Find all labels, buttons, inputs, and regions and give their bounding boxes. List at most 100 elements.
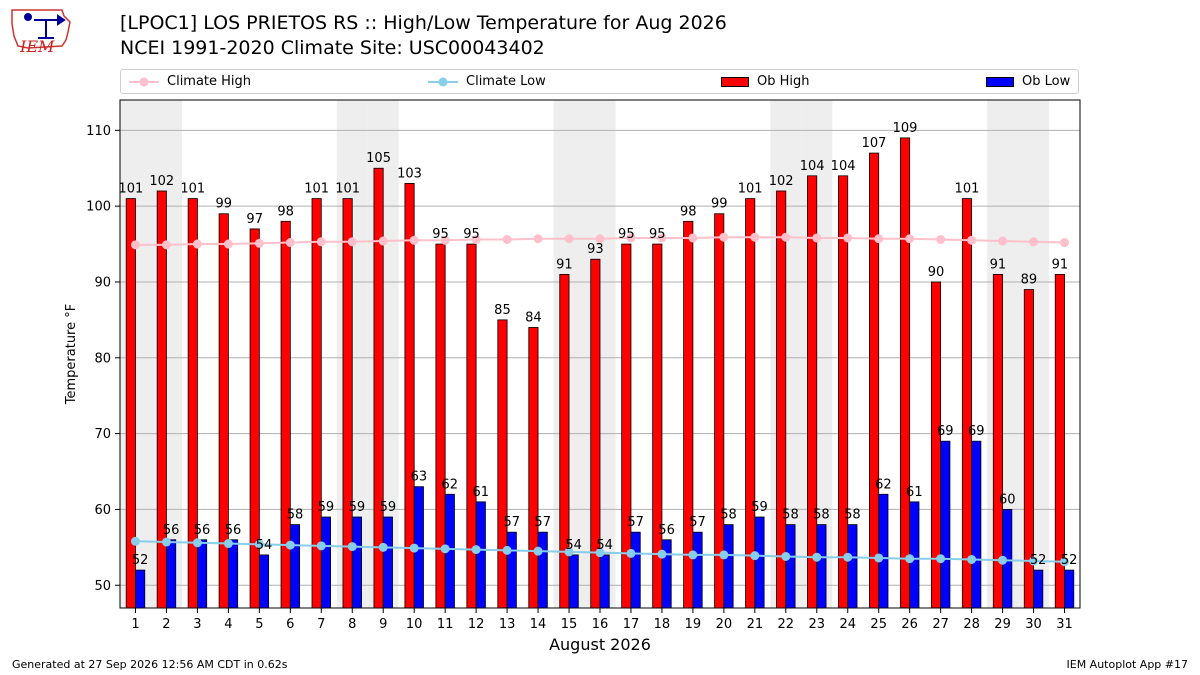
xtick-label-27: 27 [932, 617, 949, 632]
climate-low-point-12 [471, 545, 481, 555]
legend-label-climate-low: Climate Low [466, 74, 546, 89]
xtick-label-24: 24 [839, 617, 856, 632]
xtick-label-28: 28 [963, 617, 980, 632]
ob-high-label-12: 95 [463, 227, 480, 242]
ob-low-bar-9 [382, 516, 393, 609]
ob-low-label-30: 52 [1030, 553, 1047, 568]
xtick-label-30: 30 [1025, 617, 1042, 632]
climate-high-point-25 [874, 234, 884, 244]
ytick-label-90: 90 [94, 275, 111, 290]
ob-high-bar-22 [776, 190, 787, 609]
climate-high-point-13 [502, 235, 512, 245]
xtick-label-11: 11 [437, 617, 454, 632]
ob-high-bar-26 [899, 137, 911, 609]
ob-low-label-31: 52 [1061, 553, 1078, 568]
climate-high-point-24 [843, 233, 853, 243]
legend-item-ob-low: Ob Low [986, 74, 1070, 89]
ob-low-label-29: 60 [999, 492, 1016, 507]
ob-low-bar-2 [166, 539, 177, 609]
climate-low-point-23 [812, 552, 822, 562]
climate-low-point-2 [161, 537, 171, 547]
climate-high-point-29 [998, 236, 1008, 246]
iem-logo: IEM [11, 9, 71, 56]
climate-high-point-10 [409, 235, 419, 245]
climate-high-point-12 [471, 235, 481, 245]
climate-low-point-27 [936, 554, 946, 564]
ob-high-label-20: 99 [711, 197, 728, 212]
climate-low-point-29 [998, 555, 1008, 565]
ob-low-bar-21 [754, 516, 765, 609]
ob-high-label-16: 93 [587, 242, 604, 257]
ob-low-bar-17 [630, 531, 641, 609]
ob-low-label-19: 57 [689, 515, 706, 530]
legend-label-climate-high: Climate High [167, 74, 252, 89]
ob-low-label-23: 58 [813, 508, 830, 523]
ob-high-label-31: 91 [1052, 257, 1069, 272]
climate-high-point-5 [254, 238, 264, 248]
ob-low-label-11: 62 [442, 477, 459, 492]
ob-high-swatch [721, 76, 749, 87]
climate-lines [130, 232, 1070, 567]
legend-item-climate-high: Climate High [129, 74, 251, 89]
ob-low-label-22: 58 [782, 508, 799, 523]
chart-subtitle: NCEI 1991-2020 Climate Site: USC00043402 [120, 37, 545, 59]
climate-high-point-23 [812, 233, 822, 243]
ob-low-bar-12 [475, 501, 486, 609]
ob-high-label-7: 101 [304, 182, 329, 197]
climate-low-point-21 [750, 551, 760, 561]
climate-high-point-21 [750, 232, 760, 242]
ob-high-label-11: 95 [432, 227, 449, 242]
ob-low-label-1: 52 [132, 553, 149, 568]
ob-low-label-8: 59 [349, 500, 366, 515]
ob-high-label-25: 107 [862, 136, 887, 151]
ob-high-label-24: 104 [831, 159, 856, 174]
ytick-label-110: 110 [86, 124, 111, 139]
xtick-label-1: 1 [131, 617, 139, 632]
climate-low-point-22 [781, 551, 791, 561]
ob-low-bar-14 [537, 531, 548, 609]
xtick-label-13: 13 [499, 617, 516, 632]
ytick-label-70: 70 [94, 427, 111, 442]
climate-low-point-10 [409, 543, 419, 553]
ob-high-label-29: 91 [990, 257, 1007, 272]
ob-high-label-15: 91 [556, 257, 573, 272]
climate-high-point-31 [1060, 238, 1070, 248]
ob-low-swatch [986, 76, 1014, 87]
ob-high-label-10: 103 [397, 166, 422, 181]
legend-label-ob-high: Ob High [757, 74, 810, 89]
ob-high-bar-4 [218, 213, 229, 609]
climate-low-point-26 [905, 554, 915, 564]
climate-high-point-30 [1029, 237, 1039, 247]
ob-low-bar-27 [940, 440, 951, 609]
climate-high-point-2 [161, 240, 171, 250]
ob-high-label-9: 105 [366, 151, 391, 166]
legend-item-climate-low: Climate Low [428, 74, 546, 89]
climate-low-point-4 [223, 539, 233, 549]
x-axis-label: August 2026 [549, 635, 651, 654]
ob-high-label-18: 95 [649, 227, 666, 242]
climate-high-point-17 [626, 233, 636, 243]
ob-low-label-10: 63 [411, 470, 428, 485]
ob-high-bar-11 [435, 243, 446, 609]
climate-low-point-13 [502, 545, 512, 555]
ob-high-bar-15 [559, 273, 570, 609]
climate-low-point-31 [1060, 557, 1070, 567]
xtick-label-14: 14 [530, 617, 547, 632]
ob-low-label-26: 61 [906, 485, 923, 500]
ob-high-bar-20 [714, 213, 725, 609]
ob-low-label-27: 69 [937, 424, 954, 439]
ob-high-label-4: 99 [215, 197, 232, 212]
ob-high-label-8: 101 [335, 182, 360, 197]
ob-high-bar-19 [683, 220, 694, 609]
ob-high-label-2: 102 [149, 174, 174, 189]
ob-low-label-12: 61 [473, 485, 490, 500]
bars [125, 137, 1075, 609]
climate-high-point-8 [347, 237, 357, 247]
ytick-label-60: 60 [94, 503, 111, 518]
ob-low-label-17: 57 [627, 515, 644, 530]
ob-low-bar-22 [785, 524, 796, 609]
ob-low-bar-30 [1033, 569, 1044, 609]
xtick-label-16: 16 [592, 617, 609, 632]
climate-high-point-28 [967, 235, 977, 245]
